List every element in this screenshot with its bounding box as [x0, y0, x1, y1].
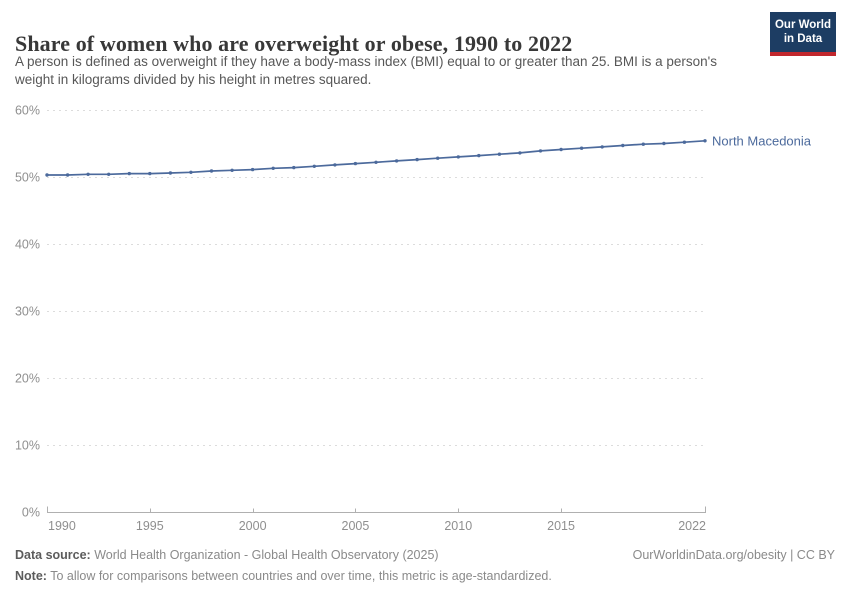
x-axis-label: 2005	[342, 519, 370, 533]
footer-url[interactable]: OurWorldinData.org/obesity | CC BY	[632, 548, 835, 562]
data-point	[682, 140, 687, 144]
data-point	[250, 167, 255, 172]
data-point	[353, 161, 358, 166]
y-axis-label: 30%	[15, 305, 40, 319]
x-axis-label: 2015	[547, 519, 575, 533]
data-point	[86, 172, 90, 176]
data-point	[600, 145, 604, 149]
data-point	[436, 156, 440, 160]
y-axis-label: 60%	[15, 104, 40, 118]
page-title: Share of women who are overweight or obe…	[15, 30, 573, 56]
note-label: Note:	[15, 569, 47, 583]
y-axis-label: 10%	[15, 439, 40, 453]
data-point	[662, 141, 666, 146]
footer-data-source: Data source: World Health Organization -…	[15, 548, 439, 562]
data-point	[621, 143, 625, 148]
x-axis-label: 2022	[678, 519, 706, 533]
footer-note: Note: To allow for comparisons between c…	[15, 569, 552, 583]
owid-logo-line2: in Data	[783, 32, 823, 45]
data-point	[415, 157, 419, 162]
owid-logo: Our World in Data	[770, 12, 836, 56]
chart-subtitle: A person is defined as overweight if the…	[15, 54, 717, 87]
data-point	[703, 139, 707, 143]
data-point	[107, 172, 111, 176]
data-source-label: Data source:	[15, 548, 91, 562]
y-axis-label: 40%	[15, 238, 40, 252]
entity-label: North Macedonia	[712, 133, 812, 148]
data-point	[209, 169, 214, 173]
data-point	[518, 151, 522, 155]
data-point	[230, 168, 234, 172]
data-point	[579, 146, 584, 150]
data-point	[374, 160, 378, 164]
data-point	[559, 147, 563, 152]
data-point	[45, 173, 49, 177]
x-axis-label: 1995	[136, 519, 164, 533]
owid-logo-line1: Our World	[774, 19, 831, 31]
data-point	[168, 171, 173, 175]
data-source-text: World Health Organization - Global Healt…	[90, 548, 439, 562]
data-point	[333, 163, 337, 167]
data-point	[641, 142, 645, 146]
x-axis-label: 1990	[48, 519, 76, 533]
data-point	[394, 159, 399, 163]
data-point	[292, 165, 296, 170]
data-point	[497, 152, 502, 156]
data-point	[456, 155, 460, 159]
data-point	[271, 166, 275, 170]
y-axis-label: 20%	[15, 372, 40, 386]
note-text: To allow for comparisons between countri…	[46, 569, 552, 583]
data-point	[538, 149, 543, 153]
data-point	[189, 170, 193, 174]
data-point	[65, 173, 70, 177]
y-axis-label: 50%	[15, 171, 40, 185]
data-point	[477, 153, 481, 158]
data-point	[127, 171, 131, 176]
x-axis-label: 2010	[444, 519, 472, 533]
data-point	[148, 171, 152, 176]
data-point	[312, 164, 316, 168]
y-axis-label: 0%	[22, 506, 40, 520]
x-axis-label: 2000	[239, 519, 267, 533]
data-line	[46, 139, 706, 176]
